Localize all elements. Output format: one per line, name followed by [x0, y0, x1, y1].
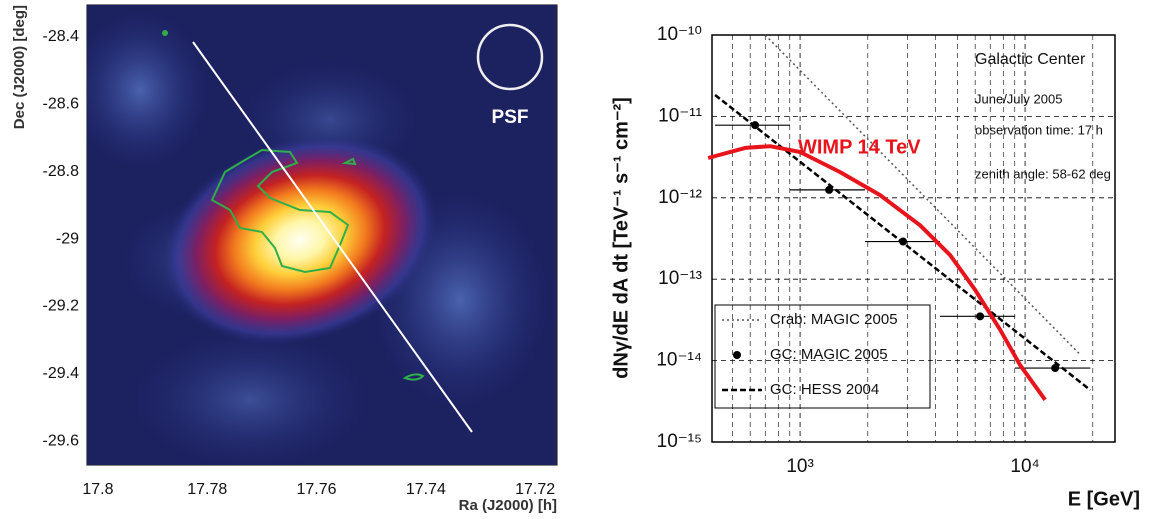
data-point [976, 312, 984, 320]
x-tick-label: 10⁴ [1010, 456, 1039, 477]
y-tick-label: -28.4 [43, 28, 80, 45]
legend-marker [733, 351, 741, 359]
y-tick-label: -29 [56, 230, 79, 247]
y-axis-label: dNγ/dE dA dt [TeV⁻¹ s⁻¹ cm⁻²] [610, 97, 632, 379]
annotation: June/July 2005 [975, 91, 1062, 106]
x-tick-label: 17.72 [515, 481, 555, 498]
y-tick-label: 10⁻¹⁴ [656, 350, 702, 371]
y-tick-label: -29.4 [43, 365, 80, 382]
annotation: observation time: 17 h [975, 122, 1103, 137]
figure: Ra (J2000) [h] Dec (J2000) [deg] E [GeV]… [0, 0, 1154, 519]
y-tick-label: -28.8 [43, 163, 80, 180]
x-axis-label: E [GeV] [1068, 488, 1140, 510]
annotation: zenith angle: 58-62 deg [975, 166, 1111, 181]
annotation: Galactic Center [975, 51, 1086, 68]
y-axis-label: Dec (J2000) [deg] [11, 5, 28, 129]
legend-label: GC: MAGIC 2005 [770, 346, 888, 363]
series-annotation: WIMP 14 TeV [798, 136, 921, 158]
x-tick-label: 17.76 [297, 481, 337, 498]
y-tick-label: 10⁻¹³ [658, 268, 702, 289]
x-tick-label: 17.8 [82, 481, 113, 498]
y-tick-label: 10⁻¹¹ [658, 105, 702, 126]
x-tick-label: 17.74 [406, 481, 446, 498]
psf-label: PSF [492, 107, 529, 128]
legend-label: Crab: MAGIC 2005 [770, 311, 898, 328]
sky-map: PSF [70, 5, 557, 470]
x-axis-label: Ra (J2000) [h] [459, 497, 557, 514]
x-tick-label: 10³ [786, 456, 813, 477]
y-tick-label: -29.2 [43, 298, 80, 315]
y-tick-label: 10⁻¹⁵ [657, 431, 702, 452]
y-tick-label: -29.6 [43, 432, 80, 449]
x-tick-label: 17.78 [187, 481, 227, 498]
y-tick-label: 10⁻¹² [658, 187, 702, 208]
y-tick-label: -28.6 [43, 96, 80, 113]
legend-label: GC: HESS 2004 [770, 381, 879, 398]
y-tick-label: 10⁻¹⁰ [657, 24, 702, 45]
